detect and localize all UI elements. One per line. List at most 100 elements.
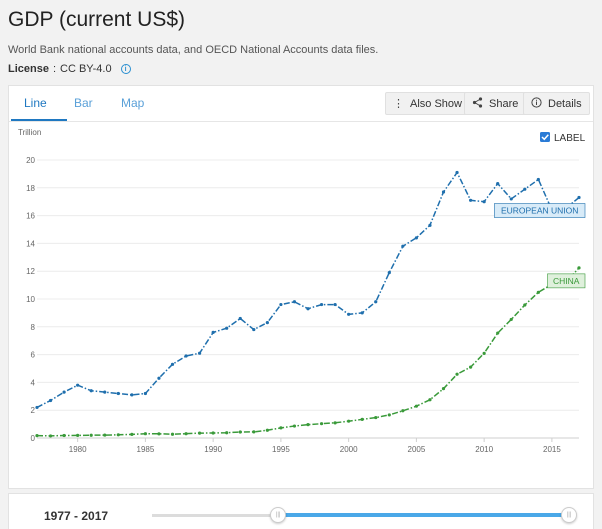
series-label-china: CHINA [553, 276, 580, 286]
slider-range-fill [278, 513, 575, 517]
data-point-china [130, 432, 134, 436]
x-tick-label: 1990 [204, 445, 222, 454]
data-point-china [265, 428, 269, 432]
data-point-china [509, 317, 513, 322]
data-point-china [89, 433, 93, 437]
x-axis-ticks: 1980 1985 1990 1995 2000 2005 2010 2015 [69, 438, 561, 454]
data-point-china [401, 409, 405, 413]
x-tick-label: 1985 [137, 445, 155, 454]
data-point-european-union [401, 244, 405, 248]
share-label: Share [489, 97, 519, 110]
data-point-european-union [170, 362, 175, 366]
y-tick-label: 2 [31, 406, 36, 415]
also-show-button[interactable]: ⋮ Also Show [385, 92, 470, 115]
data-point-china [62, 433, 66, 438]
page-title: GDP (current US$) [8, 8, 185, 31]
chart-tabs: Line Bar Map ⋮ Also Show Share Details [9, 86, 593, 122]
data-point-china [441, 387, 446, 391]
data-point-china [143, 432, 147, 436]
data-point-european-union [252, 327, 256, 332]
data-point-european-union [523, 187, 527, 191]
gdp-line-chart: 0 2 4 6 8 10 12 14 16 18 20 1980 1985 1990 1995 2000 20… [18, 128, 586, 454]
data-point-european-union [116, 391, 120, 396]
data-point-china [211, 431, 215, 435]
data-point-china [238, 430, 242, 434]
y-tick-label: 20 [26, 156, 35, 165]
y-tick-label: 0 [31, 434, 36, 443]
series-label-box-european-union [494, 203, 586, 218]
data-point-european-union [198, 351, 202, 355]
data-point-european-union [76, 383, 80, 387]
slider-start-handle[interactable]: ||| [270, 507, 287, 523]
active-tab-indicator [11, 119, 67, 121]
y-axis-ticks: 0 2 4 6 8 10 12 14 16 18 20 [26, 156, 35, 443]
y-axis-label: Trillion [18, 128, 41, 137]
data-point-european-union [157, 376, 161, 380]
tab-line[interactable]: Line [24, 96, 47, 110]
data-point-china [252, 430, 256, 434]
data-point-european-union [482, 200, 486, 204]
x-tick-label: 2000 [340, 445, 358, 454]
series-label-box-china [547, 273, 586, 289]
data-point-china [536, 290, 540, 294]
data-point-china [116, 433, 120, 437]
data-point-european-union [347, 312, 351, 316]
tab-map[interactable]: Map [121, 96, 145, 110]
data-point-china [279, 426, 283, 430]
label-checkbox[interactable] [540, 132, 550, 142]
chart-grid [37, 159, 579, 439]
info-icon[interactable]: i [120, 64, 131, 74]
share-button[interactable]: Share [464, 92, 527, 115]
data-point-china [496, 331, 500, 335]
license-label: License [8, 63, 49, 75]
data-point-china [35, 434, 39, 438]
data-point-european-union [279, 302, 283, 307]
data-point-china [387, 413, 391, 417]
page-subtitle: World Bank national accounts data, and O… [8, 44, 379, 56]
data-point-european-union [306, 307, 310, 311]
data-point-european-union [265, 321, 269, 325]
data-point-china [306, 423, 310, 427]
data-point-european-union [238, 316, 242, 321]
license-value: CC BY-4.0 [60, 63, 112, 75]
range-bar: 1977 - 2017 ||| ||| [8, 493, 594, 529]
y-tick-label: 18 [26, 184, 35, 193]
data-point-european-union [225, 326, 229, 330]
data-point-european-union [48, 398, 53, 403]
y-tick-label: 12 [26, 267, 35, 276]
data-point-china [48, 434, 53, 438]
slider-end-handle[interactable]: ||| [561, 507, 577, 523]
chart-card: Line Bar Map ⋮ Also Show Share Details 0… [8, 85, 594, 489]
data-point-european-union [428, 223, 432, 227]
license-sep: : [52, 63, 57, 75]
data-point-european-union [441, 190, 446, 194]
label-toggle[interactable]: LABEL [540, 132, 586, 144]
y-tick-label: 14 [26, 239, 35, 248]
data-point-china [414, 404, 418, 408]
data-point-china [184, 432, 188, 436]
details-label: Details [548, 97, 582, 110]
data-point-european-union [89, 389, 93, 393]
data-point-european-union [292, 300, 297, 304]
data-point-china [455, 372, 459, 376]
tab-bar[interactable]: Bar [74, 96, 93, 110]
also-show-label: Also Show [410, 97, 462, 110]
x-tick-label: 2015 [543, 445, 561, 454]
data-point-european-union [319, 302, 324, 307]
data-point-china [469, 365, 473, 369]
details-button[interactable]: Details [523, 92, 590, 115]
data-point-china [360, 417, 364, 421]
y-tick-label: 16 [26, 212, 35, 221]
checkmark-icon [541, 134, 549, 141]
data-point-china [347, 419, 351, 423]
data-point-china [428, 398, 432, 402]
license-line: License : CC BY-4.0 i [8, 63, 131, 75]
series-line-china [36, 267, 580, 437]
data-point-china [198, 431, 202, 435]
data-point-european-union [360, 311, 364, 315]
data-point-european-union [35, 405, 39, 410]
y-tick-label: 10 [26, 295, 35, 304]
data-point-european-union [130, 393, 134, 397]
chart-series [35, 170, 581, 438]
x-tick-label: 1980 [69, 445, 87, 454]
